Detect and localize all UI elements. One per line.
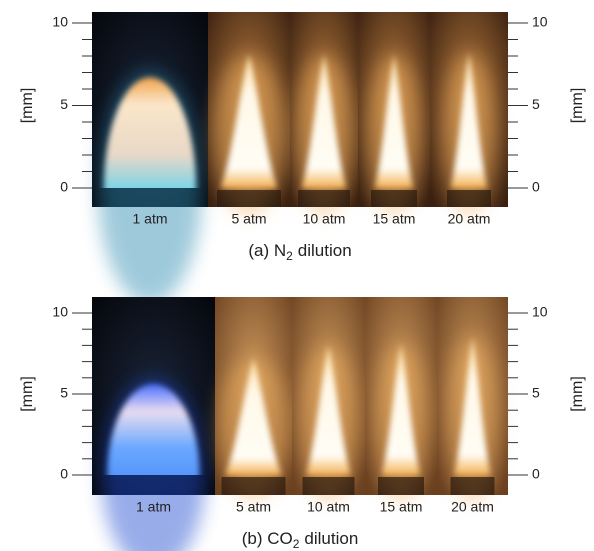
caption-text: dilution [304, 529, 358, 548]
axis-label: [mm] [19, 376, 36, 412]
y-tick-label: 10 [532, 14, 548, 30]
axis-label: [mm] [569, 88, 586, 124]
burner [303, 477, 355, 495]
y-tick-label: 5 [532, 96, 540, 112]
y-tick-label: 0 [60, 466, 68, 482]
y-tick-label: 10 [52, 304, 68, 320]
caption: (a) N2 dilution [248, 241, 351, 263]
caption-text: (a) N [248, 241, 286, 260]
y-tick-label: 5 [60, 385, 68, 401]
photo-label: 20 atm [448, 211, 491, 227]
panel: 1 atm 5 atm 10 atm 15 atm 20 atm 0 0 5 5 10 10 [mm]… [19, 297, 586, 551]
photo-label: 15 atm [380, 499, 423, 515]
y-tick-label: 0 [532, 466, 540, 482]
photo-label: 20 atm [451, 499, 494, 515]
axis-label: [mm] [569, 376, 586, 412]
burner [222, 477, 286, 495]
photo-label: 10 atm [303, 211, 346, 227]
caption-subscript: 2 [286, 249, 293, 263]
caption: (b) CO2 dilution [242, 529, 359, 551]
burner [371, 190, 417, 207]
photo-label: 10 atm [307, 499, 350, 515]
y-tick-label: 5 [60, 96, 68, 112]
burner [378, 477, 424, 495]
burner [217, 190, 281, 207]
panel: 1 atm 5 atm 10 atm 15 atm 20 atm 0 0 5 5 10 10 [mm]… [19, 12, 586, 305]
y-tick-label: 5 [532, 385, 540, 401]
y-tick-label: 0 [60, 179, 68, 195]
burner [298, 190, 350, 207]
caption-subscript: 2 [293, 537, 300, 551]
photo-label: 5 atm [231, 211, 266, 227]
y-tick-label: 10 [52, 14, 68, 30]
y-tick-label: 10 [532, 304, 548, 320]
y-tick-label: 0 [532, 179, 540, 195]
photo-label: 5 atm [236, 499, 271, 515]
axis-label: [mm] [19, 88, 36, 124]
burner [447, 190, 491, 207]
photo-label: 1 atm [132, 211, 167, 227]
caption-text: dilution [298, 241, 352, 260]
figure: 1 atm 5 atm 10 atm 15 atm 20 atm 0 0 5 5 10 10 [mm]… [0, 0, 594, 551]
photo-label: 1 atm [136, 499, 171, 515]
caption-text: (b) CO [242, 529, 293, 548]
burner [451, 477, 495, 495]
photo-label: 15 atm [373, 211, 416, 227]
